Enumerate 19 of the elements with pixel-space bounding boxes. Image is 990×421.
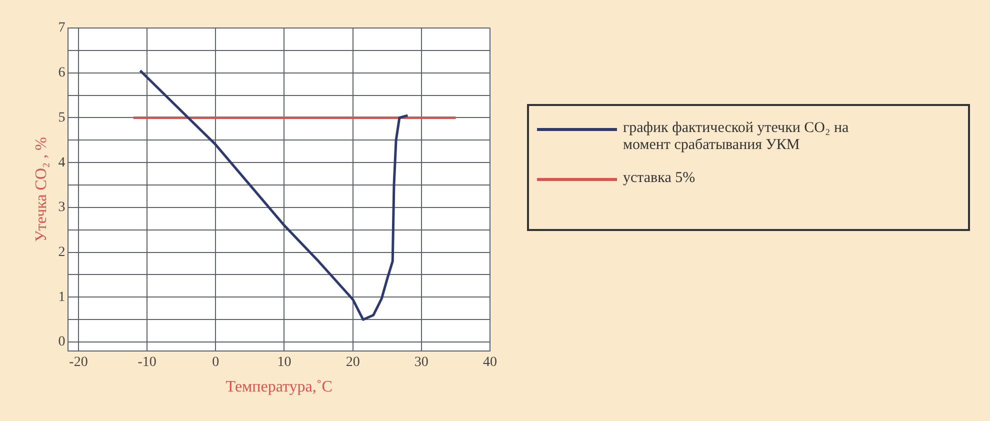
text: график фактической утечки CO₂ на момент срабатывания УКМ [623, 120, 850, 154]
x-tick-label: 20 [346, 355, 360, 370]
text: уставка 5% [623, 170, 696, 187]
y-tick-label: 1 [58, 290, 66, 305]
y-tick-label: 2 [58, 244, 66, 260]
y-tick-label: 3 [58, 200, 66, 216]
x-tick-label: 10 [277, 355, 292, 370]
x-axis-title: Температура,˚С [226, 378, 332, 396]
y-tick-label: 6 [58, 66, 66, 81]
x-tick-label: 40 [483, 355, 497, 370]
y-axis-title: Утечка CO₂ , % [32, 137, 50, 242]
x-tick-label: -10 [138, 355, 156, 370]
y-tick-label: 5 [58, 110, 66, 126]
x-tick-label: 30 [414, 355, 428, 370]
y-tick-label: 0 [58, 334, 66, 350]
x-tick-label: -20 [69, 355, 88, 370]
y-tick-label: 7 [58, 20, 66, 36]
x-tick-label: 0 [212, 355, 220, 370]
y-tick-label: 4 [58, 155, 66, 170]
